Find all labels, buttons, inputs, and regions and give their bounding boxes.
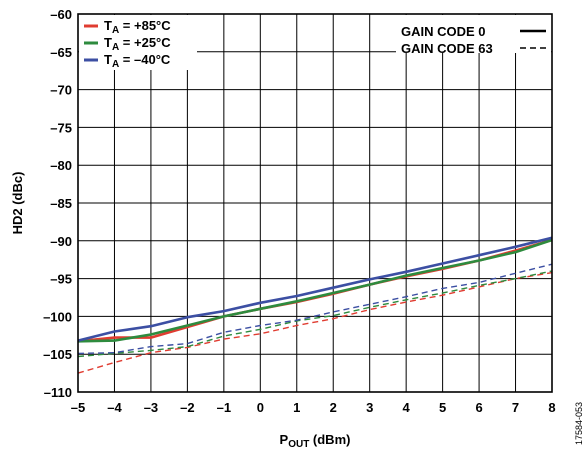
temperature-legend-subscript: A — [112, 42, 119, 53]
x-axis-label: POUT (dBm) — [280, 432, 351, 450]
x-tick-label: 1 — [293, 400, 300, 415]
x-tick-labels: –5 –4 –3 –2 –1 0 1 2 3 4 5 6 7 8 — [71, 400, 556, 415]
gain-code-legend-label: GAIN CODE 63 — [401, 41, 493, 56]
x-tick-label: 2 — [330, 400, 337, 415]
series-line — [77, 270, 553, 358]
temperature-legend-value: = +25°C — [119, 35, 171, 50]
x-tick-label: 0 — [257, 400, 264, 415]
y-tick-label: –65 — [50, 45, 72, 60]
series-line — [77, 271, 553, 374]
plot-frame — [77, 13, 553, 393]
temperature-legend-subscript: A — [112, 59, 119, 70]
x-tick-label: 6 — [475, 400, 482, 415]
temperature-legend-symbol: T — [104, 18, 112, 33]
x-tick-label: 4 — [403, 400, 411, 415]
x-tick-label: –5 — [71, 400, 85, 415]
series-line — [77, 238, 553, 343]
temperature-legend: TA = +85°CTA = +25°CTA = –40°C — [79, 15, 197, 70]
temperature-legend-label: TA = +25°C — [104, 35, 171, 53]
y-tick-label: –110 — [44, 385, 72, 400]
temperature-legend-value: = +85°C — [119, 18, 171, 33]
gain-code-legend: GAIN CODE 0 GAIN CODE 63 — [396, 15, 551, 56]
y-tick-label: –100 — [43, 309, 72, 324]
y-tick-label: –70 — [50, 83, 72, 98]
series-line — [77, 236, 553, 342]
gain-code-legend-label: GAIN CODE 0 — [401, 24, 486, 39]
x-tick-label: –4 — [107, 400, 122, 415]
temperature-legend-subscript: A — [112, 25, 119, 36]
x-axis-label-subscript: OUT — [288, 439, 309, 450]
temperature-legend-label: TA = +85°C — [104, 18, 171, 36]
series-layer — [77, 236, 553, 374]
temperature-legend-value: = –40°C — [119, 52, 171, 67]
x-tick-label: –1 — [217, 400, 231, 415]
x-tick-label: 8 — [548, 400, 555, 415]
y-tick-label: –95 — [50, 272, 72, 287]
x-tick-label: 3 — [366, 400, 373, 415]
x-tick-label: –2 — [180, 400, 194, 415]
x-axis-label-main: P — [280, 432, 289, 447]
y-tick-labels: –110 –105 –100 –95 –90 –85 –80 –75 –70 –65 –60 — [43, 7, 72, 400]
y-tick-label: –105 — [43, 347, 72, 362]
temperature-legend-box — [79, 15, 197, 70]
x-tick-label: –3 — [144, 400, 158, 415]
y-tick-label: –80 — [50, 158, 72, 173]
series-line — [77, 263, 553, 355]
y-tick-label: –75 — [50, 120, 72, 135]
gain-code-legend-box — [396, 15, 551, 53]
temperature-legend-symbol: T — [104, 52, 112, 67]
temperature-legend-symbol: T — [104, 35, 112, 50]
y-tick-label: –85 — [50, 196, 72, 211]
y-tick-label: –90 — [50, 234, 72, 249]
temperature-legend-label: TA = –40°C — [104, 52, 171, 70]
x-tick-label: 7 — [512, 400, 519, 415]
figure-id: 17584-053 — [574, 402, 584, 445]
y-axis-label: HD2 (dBc) — [10, 172, 25, 235]
x-tick-label: 5 — [439, 400, 446, 415]
x-axis-label-unit: (dBm) — [309, 432, 350, 447]
y-tick-label: –60 — [50, 7, 72, 22]
